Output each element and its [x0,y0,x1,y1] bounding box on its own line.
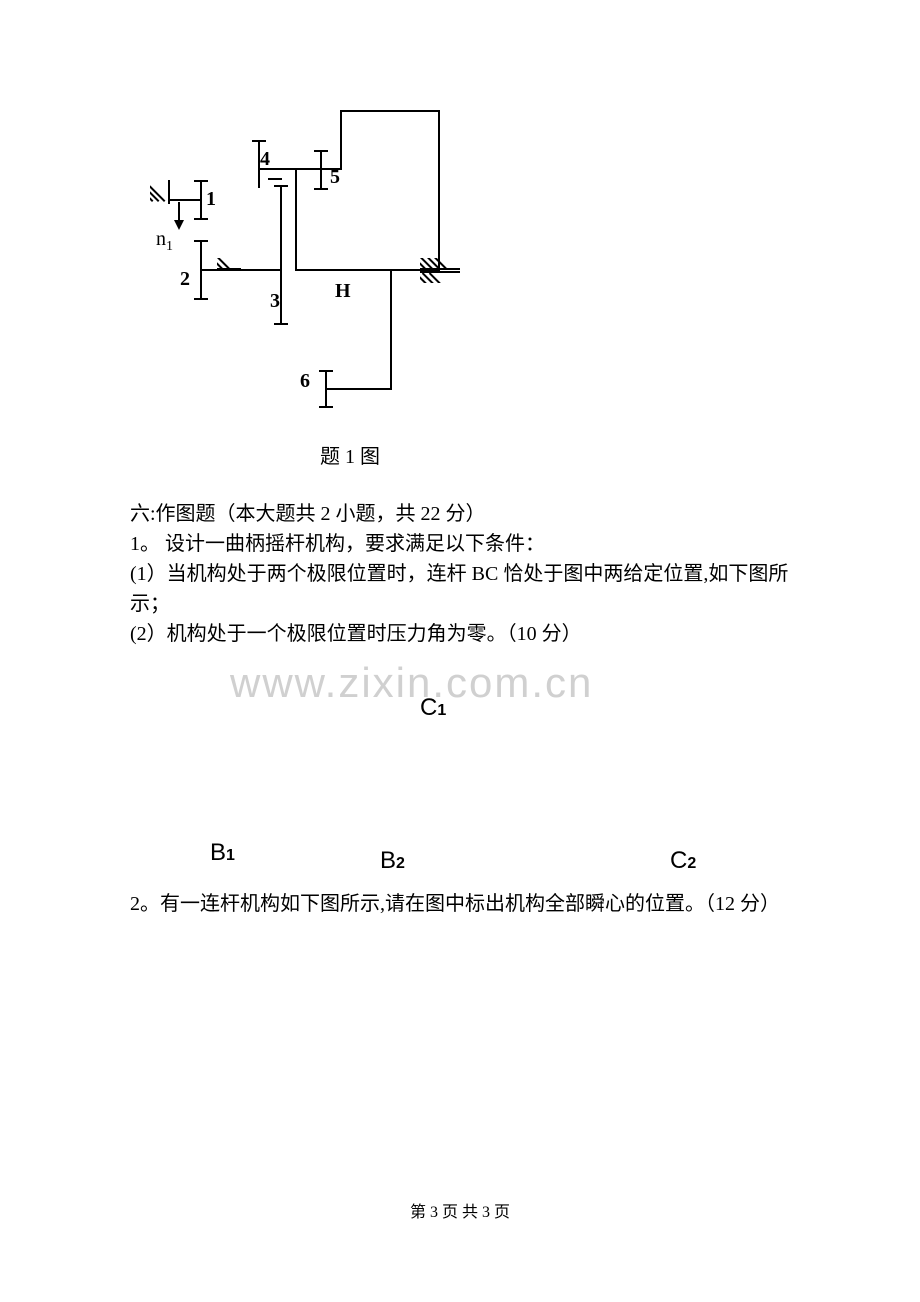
gear-label-3: 3 [270,290,280,313]
watermark: www.zixin.com.cn [230,659,593,707]
point-C2: C2 [670,847,696,875]
diagram-1-caption: 题 1 图 [0,440,790,469]
point-B1: B1 [210,839,235,867]
q1-line1: 1。 设计一曲柄摇杆机构，要求满足以下条件： [130,529,790,559]
q2-text: 2。有一连杆机构如下图所示,请在图中标出机构全部瞬心的位置。（12 分） [130,889,790,919]
figure-2: www.zixin.com.cn C1 B1 B2 C2 [130,649,790,879]
gear-label-5: 5 [330,166,340,189]
section-6-text: 六:作图题（本大题共 2 小题，共 22 分） 1。 设计一曲柄摇杆机构，要求满… [130,499,790,649]
label-n1: n1 [156,228,173,255]
q1-line3: (2）机构处于一个极限位置时压力角为零。（10 分） [130,619,790,649]
gear-label-4: 4 [260,148,270,171]
point-B2: B2 [380,847,405,875]
gear-label-1: 1 [206,188,216,211]
gear-label-6: 6 [300,370,310,393]
gear-label-2: 2 [180,268,190,291]
gear-train-diagram: 1 n1 2 3 4 5 6 H [150,110,450,410]
point-C1: C1 [420,694,446,722]
section-6-header: 六:作图题（本大题共 2 小题，共 22 分） [130,499,790,529]
q2-line: 2。有一连杆机构如下图所示,请在图中标出机构全部瞬心的位置。（12 分） [130,889,790,919]
carrier-label-H: H [335,280,351,303]
page-footer: 第 3 页 共 3 页 [0,1198,920,1222]
q1-line2: (1）当机构处于两个极限位置时，连杆 BC 恰处于图中两给定位置,如下图所示； [130,559,790,619]
